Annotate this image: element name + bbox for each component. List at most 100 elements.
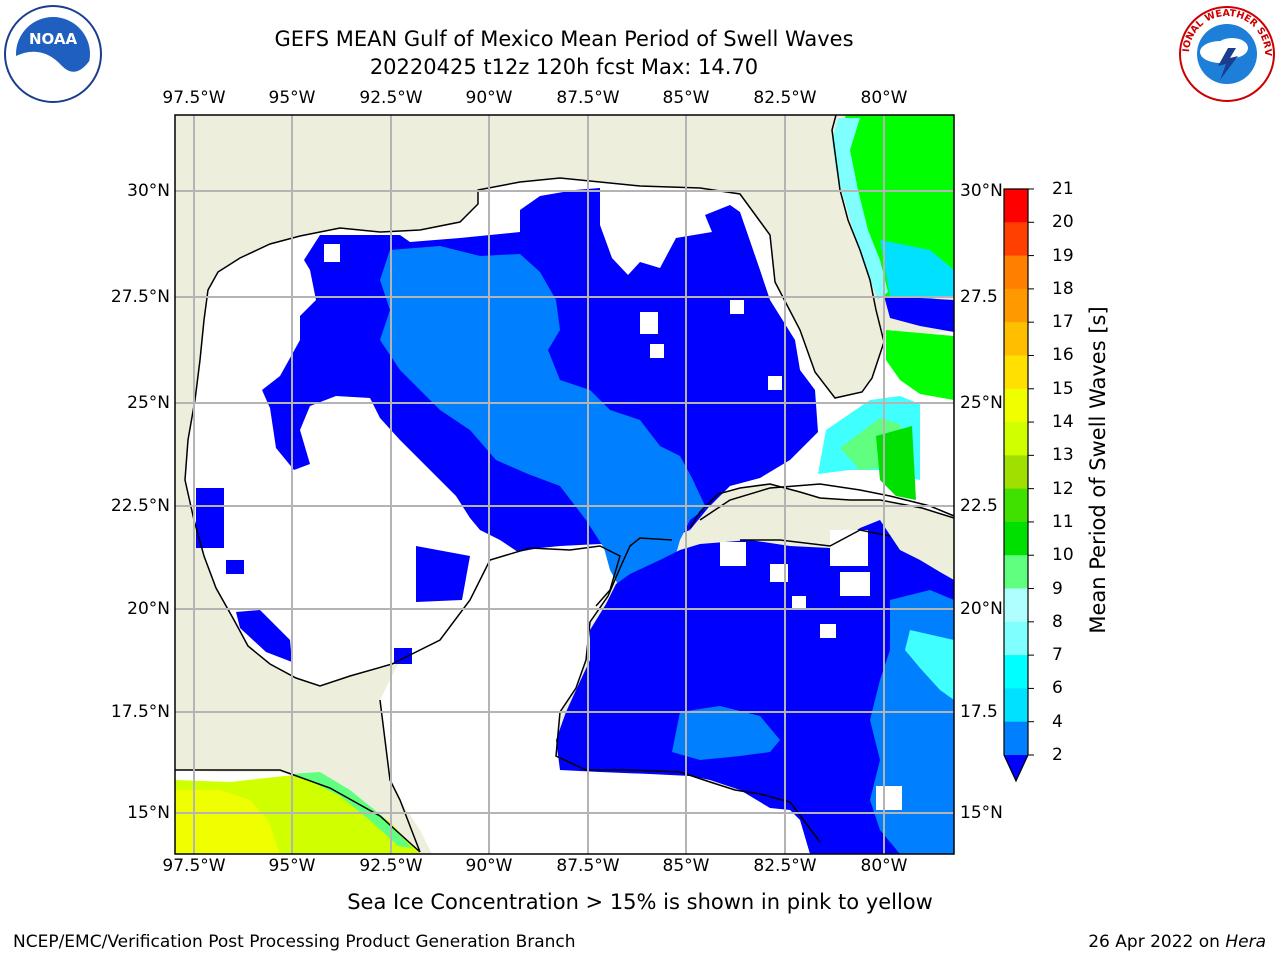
colorbar-bin	[1004, 621, 1028, 656]
map-subtitle: 20220425 t12z 120h fcst Max: 14.70	[369, 55, 759, 79]
colorbar-tick-label: 21	[1052, 179, 1074, 199]
colorbar-bin	[1004, 222, 1028, 257]
lat-label-left: 25°N	[127, 393, 170, 413]
colorbar-bin	[1004, 288, 1028, 323]
lat-label-right: 25°N	[960, 393, 1003, 413]
missing-data-cell	[820, 624, 836, 638]
lon-label-bottom: 92.5°W	[359, 856, 423, 876]
colorbar-tick-label: 13	[1052, 445, 1074, 466]
yucatan-coast	[399, 545, 621, 661]
colorbar-tick-label: 19	[1052, 245, 1074, 266]
noaa-logo-text: NOAA	[29, 30, 78, 48]
lat-label-left: 27.5°N	[110, 287, 170, 307]
map-title: GEFS MEAN Gulf of Mexico Mean Period of …	[274, 27, 854, 51]
colorbar-tick-label: 20	[1052, 212, 1074, 233]
map-panel	[174, 114, 955, 855]
colorbar-bin	[1004, 455, 1028, 490]
missing-data-cell	[650, 344, 664, 358]
map-frame	[174, 114, 955, 855]
date-text: 26 Apr 2022 on	[1088, 932, 1226, 952]
cuba-coast	[699, 483, 954, 547]
missing-data-cell	[730, 300, 744, 314]
lat-label-left: 30°N	[127, 181, 170, 201]
swell-period-6-8-atlantic	[832, 118, 888, 300]
colorbar-bin	[1004, 322, 1028, 356]
lon-label-top: 97.5°W	[162, 88, 226, 108]
lon-label-bottom: 95°W	[268, 856, 316, 876]
lat-label-left: 22.5°N	[110, 496, 170, 516]
missing-data-cell	[720, 542, 746, 566]
noaa-logo: NOAA	[4, 5, 102, 103]
lon-label-bottom: 97.5°W	[162, 856, 226, 876]
colorbar-bin	[1004, 488, 1028, 523]
credit-line: NCEP/EMC/Verification Post Processing Pr…	[13, 932, 576, 952]
lat-label-right: 22.5	[960, 496, 998, 516]
colorbar-tick-label: 15	[1052, 378, 1074, 399]
swell-period-6-8-east-carib	[905, 630, 954, 700]
lon-label-bottom: 85°W	[662, 856, 710, 876]
sea-ice-footnote: Sea Ice Concentration > 15% is shown in …	[347, 890, 933, 914]
colorbar-tick-label: 9	[1052, 578, 1063, 599]
lat-label-right: 27.5	[960, 287, 998, 307]
colorbar-tick-label: 12	[1052, 478, 1074, 499]
swell-patch	[416, 546, 470, 602]
lon-label-top: 87.5°W	[556, 88, 620, 108]
swell-patch	[196, 488, 224, 548]
lon-label-top: 80°W	[860, 88, 908, 108]
machine-name: Hera	[1225, 932, 1266, 952]
lon-label-bottom: 87.5°W	[556, 856, 620, 876]
missing-data-cell	[324, 244, 340, 262]
swell-period-2-4-atlantic	[884, 296, 954, 332]
lat-label-right: 17.5	[960, 702, 998, 722]
coastline	[175, 115, 954, 853]
missing-data-cell	[640, 312, 658, 334]
colorbar-tick-label: 11	[1052, 511, 1074, 532]
lon-label-top: 85°W	[662, 88, 710, 108]
colorbar-tick-label: 16	[1052, 345, 1074, 366]
colorbar-bin	[1004, 422, 1028, 456]
colorbar-tick-label: 2	[1052, 745, 1063, 765]
lon-label-top: 90°W	[465, 88, 513, 108]
colorbar	[1003, 188, 1034, 783]
lat-label-left: 20°N	[127, 599, 170, 619]
swell-period-4-6-center	[380, 246, 706, 598]
lon-label-top: 92.5°W	[359, 88, 423, 108]
colorbar-bin	[1004, 655, 1028, 689]
missing-data-cell	[792, 596, 806, 610]
swell-period-9-10-pacific-edge	[290, 772, 412, 848]
colorbar-bin	[1004, 521, 1028, 556]
lat-label-right: 30°N	[960, 181, 1003, 201]
colorbar-bin	[1004, 355, 1028, 390]
lat-label-left: 17.5°N	[110, 702, 170, 722]
missing-data-cell	[920, 424, 950, 474]
lon-label-top: 95°W	[268, 88, 316, 108]
swell-period-4-6-atlantic	[880, 240, 954, 300]
colorbar-tick-label: 4	[1052, 711, 1063, 732]
colorbar-label: Mean Period of Swell Waves [s]	[1086, 306, 1110, 634]
colorbar-bin	[1004, 588, 1028, 623]
missing-data-cell	[876, 786, 902, 810]
lon-label-bottom: 90°W	[465, 856, 513, 876]
missing-data-cell	[770, 564, 788, 582]
colorbar-extension	[1004, 755, 1028, 781]
missing-data-cell	[840, 572, 870, 596]
swell-period-10-11-straits	[876, 426, 916, 500]
colorbar-tick-label: 18	[1052, 278, 1074, 299]
colorbar-bin	[1004, 388, 1028, 423]
colorbar-tick-label: 7	[1052, 645, 1063, 666]
colorbar-tick-label: 10	[1052, 545, 1074, 566]
swell-period-4-6-caribbean	[672, 706, 780, 760]
date-stamp: 26 Apr 2022 on Hera	[1088, 932, 1266, 952]
colorbar-bin	[1004, 255, 1028, 290]
swell-patch	[236, 610, 292, 662]
colorbar-tick-label: 14	[1052, 412, 1074, 433]
colorbar-bin	[1004, 688, 1028, 723]
colorbar-tick-label: 6	[1052, 678, 1063, 699]
colorbar-bin	[1004, 721, 1028, 756]
missing-data-cell	[768, 376, 782, 390]
swell-period-9-12-bahamas	[886, 330, 954, 400]
nws-logo: NATIONAL WEATHER SERVICE	[1176, 4, 1275, 102]
lon-label-bottom: 80°W	[860, 856, 908, 876]
colorbar-tick-label: 8	[1052, 611, 1063, 632]
swell-patch	[226, 560, 244, 574]
